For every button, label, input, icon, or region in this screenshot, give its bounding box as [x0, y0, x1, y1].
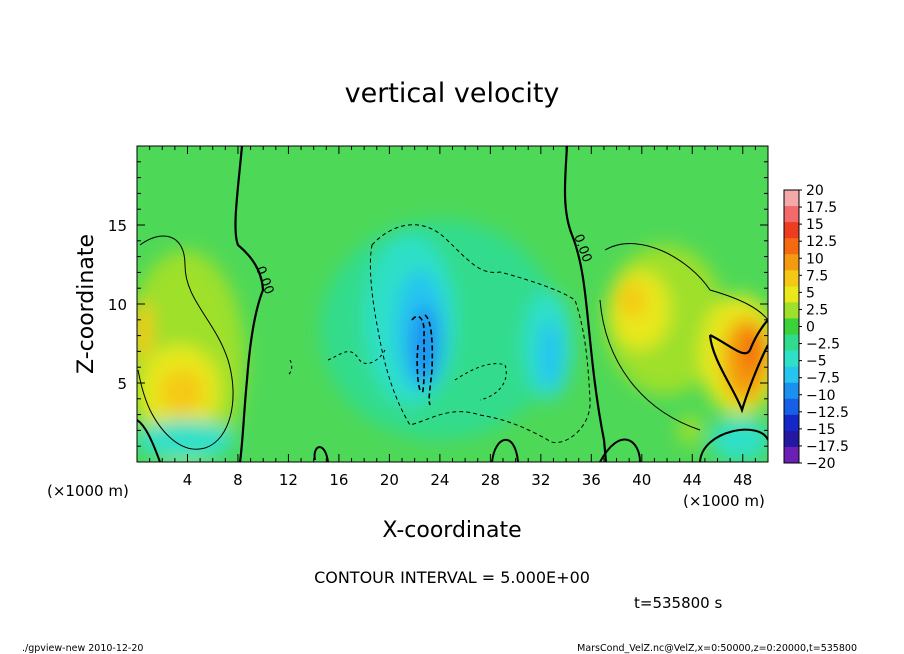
colorbar-swatch: [784, 398, 799, 416]
colorbar-swatch: [784, 270, 799, 287]
x-tick-label: 48: [733, 471, 752, 489]
colorbar-label: −17.5: [806, 439, 849, 455]
colorbar-label: −20: [806, 456, 836, 472]
x-tick-label: 28: [481, 471, 500, 489]
x-tick-label: 24: [430, 471, 449, 489]
colorbar-label: −10: [806, 388, 836, 404]
axis-ticks: [136, 145, 769, 463]
x-tick-label: 8: [233, 471, 243, 489]
x-tick-label: 16: [329, 471, 348, 489]
x-tick-label: 20: [380, 471, 399, 489]
colorbar-label: 10: [806, 251, 824, 267]
colorbar-swatch: [784, 222, 799, 239]
x-tick-label: 32: [531, 471, 550, 489]
colorbar-label: 7.5: [806, 268, 828, 284]
colorbar-swatch: [784, 366, 799, 384]
x-unit-left: (×1000 m): [47, 482, 129, 500]
colorbar-label: 0: [806, 320, 815, 336]
colorbar-swatch: [784, 238, 799, 255]
colorbar-swatch: [784, 334, 799, 352]
y-tick-label: 5: [117, 375, 127, 393]
colorbar-swatch: [784, 350, 799, 368]
colorbar-swatch: [784, 190, 799, 207]
x-tick-label: 12: [279, 471, 298, 489]
x-unit-right: (×1000 m): [683, 492, 765, 510]
colorbar-label: 20: [806, 183, 824, 199]
x-axis-label: X-coordinate: [382, 518, 521, 543]
x-tick-label: 40: [632, 471, 651, 489]
zero-contour-right: [563, 146, 608, 462]
y-tick-label: 10: [108, 296, 127, 314]
x-tick-label: 36: [582, 471, 601, 489]
colorbar-swatch: [784, 430, 799, 448]
chart-title: vertical velocity: [345, 78, 560, 109]
colorbar-swatch: [784, 254, 799, 271]
colorbar-swatch: [784, 302, 799, 319]
y-axis-label: Z-coordinate: [74, 234, 99, 374]
y-tick-label: 15: [108, 217, 127, 235]
colorbar-label: −2.5: [806, 337, 840, 353]
colorbar-swatch: [784, 446, 799, 464]
footer-right: MarsCond_VelZ.nc@VelZ,x=0:50000,z=0:2000…: [577, 643, 857, 654]
colorbar-swatch: [784, 286, 799, 303]
colorbar-label: 15: [806, 217, 824, 233]
footer-left: ./gpview-new 2010-12-20: [22, 643, 143, 654]
heatmap-field: 0.00 0.00: [137, 146, 768, 462]
x-tick-label: 4: [183, 471, 193, 489]
colorbar-swatch: [784, 382, 799, 400]
colorbar-swatch: [784, 318, 799, 336]
x-tick-label: 44: [683, 471, 702, 489]
colorbar-label: −5: [806, 354, 827, 370]
zero-contour-left: [234, 146, 265, 462]
colorbar-label: 12.5: [806, 234, 837, 250]
colorbar-label: −12.5: [806, 405, 849, 421]
colorbar-label: 2.5: [806, 302, 828, 318]
contour-interval: CONTOUR INTERVAL = 5.000E+00: [314, 568, 590, 587]
colorbar-label: −15: [806, 422, 836, 438]
colorbar-swatch: [784, 206, 799, 223]
time-label: t=535800 s: [634, 594, 722, 612]
colorbar-label: 5: [806, 285, 815, 301]
colorbar-label: 17.5: [806, 200, 837, 216]
colorbar-label: −7.5: [806, 371, 840, 387]
colorbar-swatch: [784, 414, 799, 432]
